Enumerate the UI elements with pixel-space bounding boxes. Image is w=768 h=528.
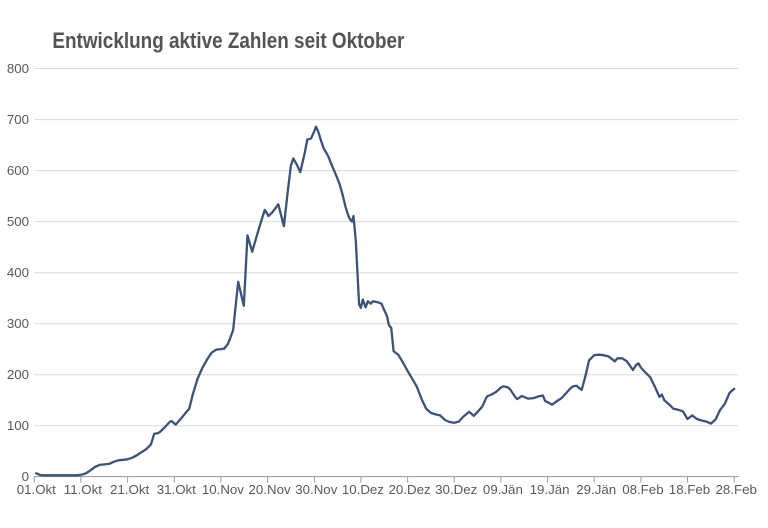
svg-text:08.Feb: 08.Feb [622, 482, 663, 497]
svg-text:100: 100 [7, 418, 29, 433]
svg-text:10.Dez: 10.Dez [342, 482, 384, 497]
svg-text:600: 600 [7, 163, 29, 178]
svg-text:31.Okt: 31.Okt [157, 482, 196, 497]
svg-text:10.Nov: 10.Nov [202, 482, 244, 497]
svg-text:19.Jän: 19.Jän [530, 482, 570, 497]
svg-text:20.Dez: 20.Dez [389, 482, 431, 497]
svg-text:28.Feb: 28.Feb [715, 482, 756, 497]
svg-text:30.Dez: 30.Dez [435, 482, 477, 497]
svg-text:Entwicklung aktive Zahlen seit: Entwicklung aktive Zahlen seit Oktober [52, 28, 404, 53]
svg-text:300: 300 [7, 316, 29, 331]
svg-text:20.Nov: 20.Nov [249, 482, 291, 497]
svg-text:200: 200 [7, 367, 29, 382]
svg-text:500: 500 [7, 214, 29, 229]
svg-text:01.Okt: 01.Okt [17, 482, 56, 497]
svg-text:0: 0 [22, 469, 29, 484]
svg-text:400: 400 [7, 265, 29, 280]
svg-text:800: 800 [7, 61, 29, 76]
svg-text:700: 700 [7, 112, 29, 127]
svg-text:18.Feb: 18.Feb [669, 482, 710, 497]
svg-text:09.Jän: 09.Jän [483, 482, 523, 497]
svg-text:30.Nov: 30.Nov [295, 482, 337, 497]
svg-text:29.Jän: 29.Jän [576, 482, 616, 497]
svg-text:11.Okt: 11.Okt [64, 482, 102, 497]
svg-text:21.Okt: 21.Okt [110, 482, 149, 497]
